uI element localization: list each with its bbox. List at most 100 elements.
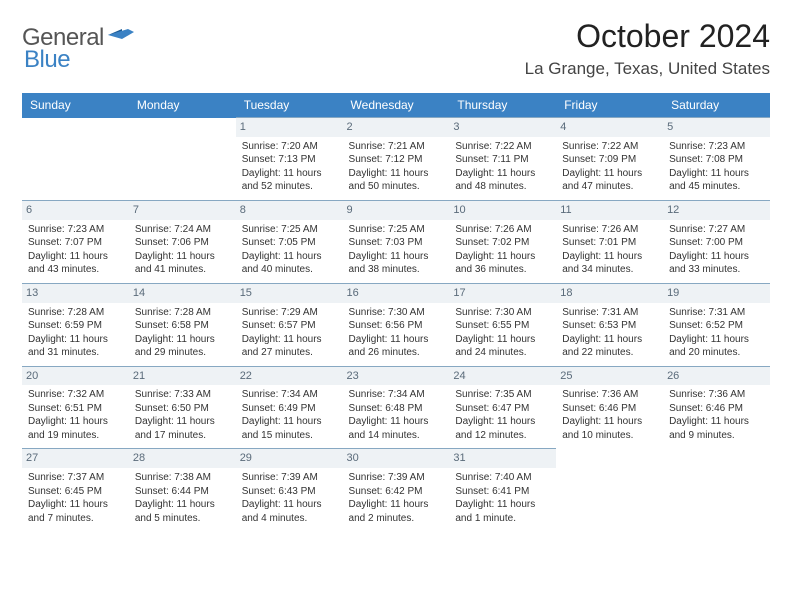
cell-line-d2: and 31 minutes.	[28, 346, 123, 360]
cell-line-d2: and 33 minutes.	[669, 263, 764, 277]
cell-line-sr: Sunrise: 7:20 AM	[242, 140, 337, 154]
cell-line-d2: and 5 minutes.	[135, 512, 230, 526]
cell-line-sr: Sunrise: 7:30 AM	[349, 306, 444, 320]
calendar-cell: 6Sunrise: 7:23 AMSunset: 7:07 PMDaylight…	[22, 200, 129, 283]
cell-line-d1: Daylight: 11 hours	[28, 415, 123, 429]
calendar-cell: 10Sunrise: 7:26 AMSunset: 7:02 PMDayligh…	[449, 200, 556, 283]
day-number: 10	[449, 201, 556, 220]
cell-line-sr: Sunrise: 7:33 AM	[135, 388, 230, 402]
cell-line-ss: Sunset: 6:47 PM	[455, 402, 550, 416]
calendar-cell	[663, 449, 770, 531]
cell-line-d2: and 36 minutes.	[455, 263, 550, 277]
cell-line-d1: Daylight: 11 hours	[455, 415, 550, 429]
cell-line-sr: Sunrise: 7:26 AM	[562, 223, 657, 237]
day-number: 14	[129, 284, 236, 303]
cell-line-d2: and 9 minutes.	[669, 429, 764, 443]
calendar-cell: 28Sunrise: 7:38 AMSunset: 6:44 PMDayligh…	[129, 449, 236, 531]
cell-line-d1: Daylight: 11 hours	[562, 250, 657, 264]
cell-line-d2: and 41 minutes.	[135, 263, 230, 277]
cell-line-ss: Sunset: 7:06 PM	[135, 236, 230, 250]
cell-line-d2: and 1 minute.	[455, 512, 550, 526]
day-header: Monday	[129, 93, 236, 118]
cell-line-ss: Sunset: 6:53 PM	[562, 319, 657, 333]
cell-line-d2: and 17 minutes.	[135, 429, 230, 443]
cell-line-ss: Sunset: 6:43 PM	[242, 485, 337, 499]
day-number: 12	[663, 201, 770, 220]
calendar-cell: 25Sunrise: 7:36 AMSunset: 6:46 PMDayligh…	[556, 366, 663, 449]
day-number: 9	[343, 201, 450, 220]
day-number: 21	[129, 367, 236, 386]
calendar-row: 1Sunrise: 7:20 AMSunset: 7:13 PMDaylight…	[22, 118, 770, 201]
cell-line-sr: Sunrise: 7:38 AM	[135, 471, 230, 485]
cell-line-ss: Sunset: 6:42 PM	[349, 485, 444, 499]
day-header: Wednesday	[343, 93, 450, 118]
day-number: 20	[22, 367, 129, 386]
header: General October 2024 La Grange, Texas, U…	[22, 18, 770, 79]
day-number: 23	[343, 367, 450, 386]
cell-line-sr: Sunrise: 7:26 AM	[455, 223, 550, 237]
calendar-cell: 8Sunrise: 7:25 AMSunset: 7:05 PMDaylight…	[236, 200, 343, 283]
day-number: 27	[22, 449, 129, 468]
cell-line-d2: and 10 minutes.	[562, 429, 657, 443]
calendar-cell: 13Sunrise: 7:28 AMSunset: 6:59 PMDayligh…	[22, 283, 129, 366]
cell-line-d2: and 48 minutes.	[455, 180, 550, 194]
cell-line-ss: Sunset: 6:41 PM	[455, 485, 550, 499]
cell-line-sr: Sunrise: 7:28 AM	[28, 306, 123, 320]
day-number: 7	[129, 201, 236, 220]
cell-line-d2: and 52 minutes.	[242, 180, 337, 194]
cell-line-d1: Daylight: 11 hours	[135, 415, 230, 429]
cell-line-d2: and 12 minutes.	[455, 429, 550, 443]
calendar-cell: 26Sunrise: 7:36 AMSunset: 6:46 PMDayligh…	[663, 366, 770, 449]
day-number: 26	[663, 367, 770, 386]
cell-line-ss: Sunset: 6:48 PM	[349, 402, 444, 416]
cell-line-ss: Sunset: 7:00 PM	[669, 236, 764, 250]
calendar-cell: 17Sunrise: 7:30 AMSunset: 6:55 PMDayligh…	[449, 283, 556, 366]
cell-line-d2: and 34 minutes.	[562, 263, 657, 277]
cell-line-ss: Sunset: 7:08 PM	[669, 153, 764, 167]
calendar-cell: 12Sunrise: 7:27 AMSunset: 7:00 PMDayligh…	[663, 200, 770, 283]
calendar-cell	[556, 449, 663, 531]
calendar-cell	[22, 118, 129, 201]
logo-blue-wrap: Blue	[24, 46, 70, 74]
day-header: Friday	[556, 93, 663, 118]
cell-line-d2: and 29 minutes.	[135, 346, 230, 360]
calendar-table: SundayMondayTuesdayWednesdayThursdayFrid…	[22, 93, 770, 531]
cell-line-sr: Sunrise: 7:25 AM	[242, 223, 337, 237]
cell-line-sr: Sunrise: 7:28 AM	[135, 306, 230, 320]
cell-line-d1: Daylight: 11 hours	[242, 415, 337, 429]
cell-line-d1: Daylight: 11 hours	[242, 333, 337, 347]
cell-line-ss: Sunset: 7:12 PM	[349, 153, 444, 167]
cell-line-d1: Daylight: 11 hours	[28, 250, 123, 264]
cell-line-ss: Sunset: 6:52 PM	[669, 319, 764, 333]
cell-line-d2: and 19 minutes.	[28, 429, 123, 443]
calendar-cell: 3Sunrise: 7:22 AMSunset: 7:11 PMDaylight…	[449, 118, 556, 201]
cell-line-sr: Sunrise: 7:39 AM	[242, 471, 337, 485]
cell-line-d1: Daylight: 11 hours	[135, 498, 230, 512]
cell-line-sr: Sunrise: 7:25 AM	[349, 223, 444, 237]
cell-line-ss: Sunset: 6:56 PM	[349, 319, 444, 333]
cell-line-sr: Sunrise: 7:22 AM	[455, 140, 550, 154]
day-number: 11	[556, 201, 663, 220]
flag-icon	[108, 29, 134, 47]
cell-line-d1: Daylight: 11 hours	[455, 167, 550, 181]
cell-line-d2: and 38 minutes.	[349, 263, 444, 277]
cell-line-d2: and 7 minutes.	[28, 512, 123, 526]
cell-line-ss: Sunset: 6:55 PM	[455, 319, 550, 333]
cell-line-ss: Sunset: 7:03 PM	[349, 236, 444, 250]
calendar-cell: 15Sunrise: 7:29 AMSunset: 6:57 PMDayligh…	[236, 283, 343, 366]
cell-line-ss: Sunset: 7:09 PM	[562, 153, 657, 167]
cell-line-ss: Sunset: 6:46 PM	[562, 402, 657, 416]
cell-line-d1: Daylight: 11 hours	[455, 498, 550, 512]
location: La Grange, Texas, United States	[525, 59, 770, 79]
cell-line-sr: Sunrise: 7:21 AM	[349, 140, 444, 154]
calendar-cell: 11Sunrise: 7:26 AMSunset: 7:01 PMDayligh…	[556, 200, 663, 283]
calendar-cell: 23Sunrise: 7:34 AMSunset: 6:48 PMDayligh…	[343, 366, 450, 449]
cell-line-d1: Daylight: 11 hours	[349, 415, 444, 429]
cell-line-ss: Sunset: 7:13 PM	[242, 153, 337, 167]
calendar-row: 13Sunrise: 7:28 AMSunset: 6:59 PMDayligh…	[22, 283, 770, 366]
calendar-cell: 5Sunrise: 7:23 AMSunset: 7:08 PMDaylight…	[663, 118, 770, 201]
day-header: Tuesday	[236, 93, 343, 118]
cell-line-sr: Sunrise: 7:34 AM	[242, 388, 337, 402]
cell-line-ss: Sunset: 6:46 PM	[669, 402, 764, 416]
calendar-cell: 27Sunrise: 7:37 AMSunset: 6:45 PMDayligh…	[22, 449, 129, 531]
